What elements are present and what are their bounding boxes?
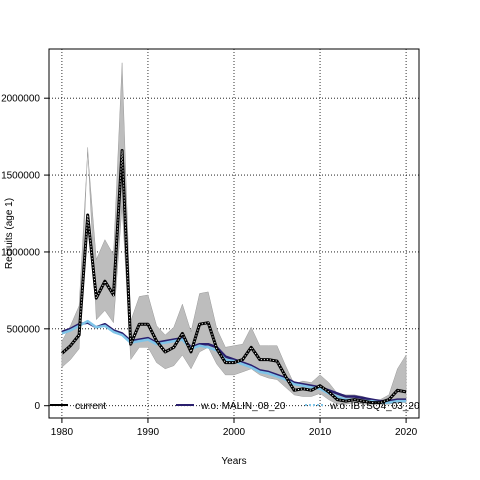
x-tick-label-1980: 1980 xyxy=(51,427,74,438)
y-tick-label-1500000: 1500000 xyxy=(1,171,40,182)
legend: current w.o. MALIN_08_20 w.o. IBTSQ4_03_20 xyxy=(50,401,420,412)
y-tick-label-500000: 500000 xyxy=(7,324,41,335)
series-line-1 xyxy=(61,321,407,403)
x-tick-label-2000: 2000 xyxy=(223,427,246,438)
legend-label-2: w.o. IBTSQ4_03_20 xyxy=(329,401,420,412)
x-tick-label-2020: 2020 xyxy=(395,427,418,438)
axis-ticks: 1980 1990 2000 2010 2020 0 500000 1000000 150000… xyxy=(1,94,418,438)
series-lines xyxy=(60,149,407,405)
legend-label-1: w.o. MALIN_08_20 xyxy=(200,401,286,412)
y-axis-title: Recruits (age 1) xyxy=(4,198,15,269)
x-axis-title: Years xyxy=(221,456,246,467)
y-tick-label-2000000: 2000000 xyxy=(1,94,40,105)
series-line-0-dots xyxy=(61,150,407,404)
x-tick-label-1990: 1990 xyxy=(137,427,160,438)
y-tick-label-1000000: 1000000 xyxy=(1,247,40,258)
confidence-band xyxy=(61,62,407,405)
y-tick-label-0: 0 xyxy=(34,401,40,412)
legend-label-0: current xyxy=(75,401,106,412)
x-tick-label-2010: 2010 xyxy=(309,427,332,438)
